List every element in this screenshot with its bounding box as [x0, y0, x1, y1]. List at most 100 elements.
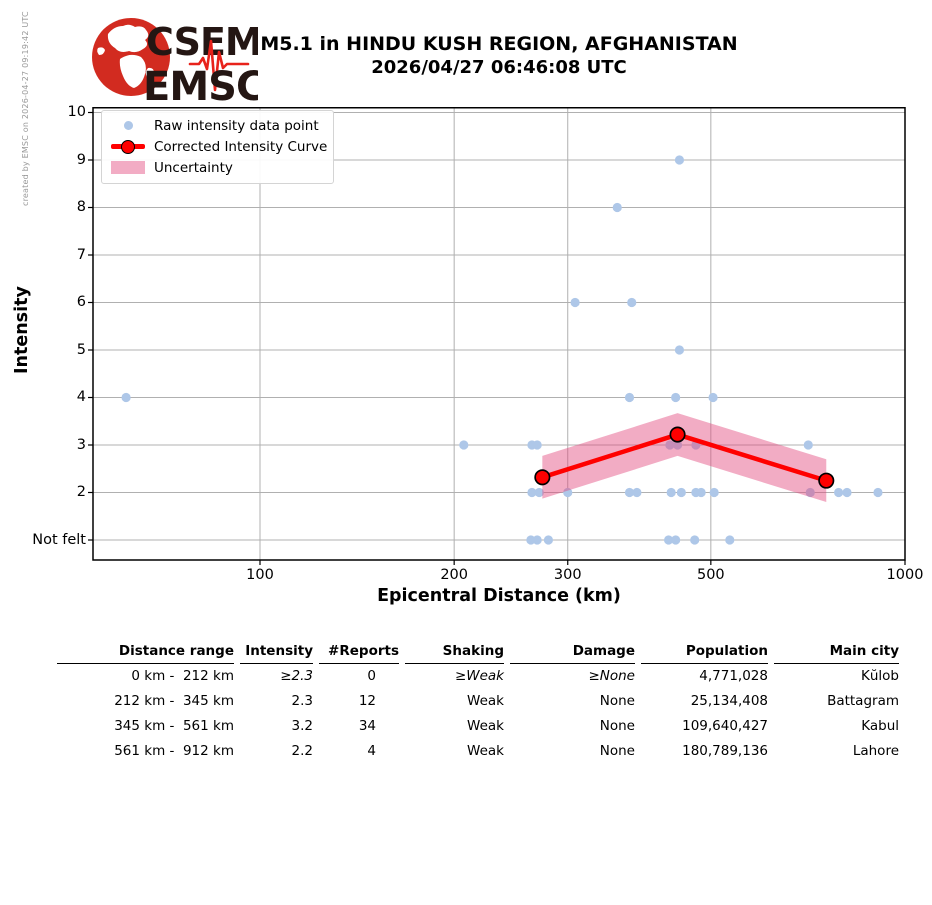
table-cell: 109,640,427: [641, 714, 768, 739]
legend-item-raw: Raw intensity data point: [102, 115, 333, 136]
corrected-curve-marker: [819, 473, 833, 487]
table-cell: ≥2.3: [240, 664, 313, 689]
table-cell: Lahore: [774, 739, 899, 764]
table-cell: 4: [319, 739, 399, 764]
raw-intensity-point: [725, 535, 734, 544]
raw-intensity-point: [697, 488, 706, 497]
table-cell: 12: [319, 689, 399, 714]
y-axis-label: Intensity: [12, 286, 32, 374]
table-cell: Kŭlob: [774, 664, 899, 689]
table-header-damage: Damage: [510, 640, 635, 664]
table-cell: 4,771,028: [641, 664, 768, 689]
raw-intensity-point: [677, 488, 686, 497]
page-title: M5.1 in HINDU KUSH REGION, AFGHANISTAN: [93, 33, 905, 56]
table-cell: ≥None: [510, 664, 635, 689]
x-tick-label: 500: [679, 567, 743, 583]
curve-icon: [102, 144, 154, 149]
table-cell: 0: [319, 664, 399, 689]
y-tick-label: 3: [0, 436, 86, 455]
table-cell: None: [510, 739, 635, 764]
table-cell: 345 km - 561 km: [57, 714, 234, 739]
y-tick-label: 9: [0, 151, 86, 170]
uncertainty-band-icon: [102, 161, 154, 174]
x-tick-label: 1000: [873, 567, 932, 583]
raw-intensity-point: [121, 393, 130, 402]
table-header-intensity: Intensity: [240, 640, 313, 664]
summary-table: Distance rangeIntensity#ReportsShakingDa…: [51, 640, 905, 764]
table-cell: 212 km - 345 km: [57, 689, 234, 714]
table-row: 345 km - 561 km3.234WeakNone109,640,427K…: [57, 714, 899, 739]
x-tick-label: 200: [422, 567, 486, 583]
y-tick-label: 4: [0, 388, 86, 407]
table-cell: Weak: [405, 689, 504, 714]
raw-intensity-point: [533, 440, 542, 449]
raw-intensity-point: [675, 155, 684, 164]
x-tick-label: 100: [228, 567, 292, 583]
raw-intensity-point: [632, 488, 641, 497]
raw-intensity-point: [804, 440, 813, 449]
summary-table-head: Distance rangeIntensity#ReportsShakingDa…: [57, 640, 899, 664]
legend-label-curve: Corrected Intensity Curve: [154, 139, 327, 155]
emsc-felt-report-page: { "meta": { "created_by": "created by EM…: [0, 0, 932, 905]
table-row: 561 km - 912 km2.24WeakNone180,789,136La…: [57, 739, 899, 764]
table-cell: None: [510, 714, 635, 739]
y-tick-label: 8: [0, 198, 86, 217]
raw-intensity-point: [710, 488, 719, 497]
table-cell: 34: [319, 714, 399, 739]
chart-legend: Raw intensity data point Corrected Inten…: [101, 110, 334, 184]
y-tick-label: 2: [0, 483, 86, 502]
legend-label-uncertainty: Uncertainty: [154, 160, 233, 176]
table-cell: None: [510, 689, 635, 714]
table-cell: 561 km - 912 km: [57, 739, 234, 764]
table-header-shaking: Shaking: [405, 640, 504, 664]
raw-intensity-point: [544, 535, 553, 544]
corrected-curve-marker: [670, 427, 684, 441]
corrected-curve-marker: [535, 470, 549, 484]
legend-label-raw: Raw intensity data point: [154, 118, 319, 134]
table-row: 0 km - 212 km≥2.30≥Weak≥None4,771,028Kŭl…: [57, 664, 899, 689]
table-cell: Weak: [405, 714, 504, 739]
table-header--reports: #Reports: [319, 640, 399, 664]
raw-point-icon: [102, 121, 154, 130]
table-cell: 25,134,408: [641, 689, 768, 714]
table-row: 212 km - 345 km2.312WeakNone25,134,408Ba…: [57, 689, 899, 714]
raw-intensity-point: [675, 345, 684, 354]
raw-intensity-point: [533, 535, 542, 544]
raw-intensity-point: [613, 203, 622, 212]
page-subtitle-datetime: 2026/04/27 06:46:08 UTC: [93, 56, 905, 79]
table-cell: 2.3: [240, 689, 313, 714]
table-cell: 3.2: [240, 714, 313, 739]
table-cell: Battagram: [774, 689, 899, 714]
raw-intensity-point: [625, 393, 634, 402]
raw-intensity-point: [627, 298, 636, 307]
raw-intensity-point: [667, 488, 676, 497]
legend-item-uncertainty: Uncertainty: [102, 157, 333, 178]
x-axis-label: Epicentral Distance (km): [93, 586, 905, 606]
table-header-main-city: Main city: [774, 640, 899, 664]
y-tick-label: Not felt: [0, 531, 86, 550]
raw-intensity-point: [842, 488, 851, 497]
raw-intensity-point: [834, 488, 843, 497]
raw-intensity-point: [690, 535, 699, 544]
x-tick-label: 300: [536, 567, 600, 583]
y-tick-label: 7: [0, 246, 86, 265]
legend-item-curve: Corrected Intensity Curve: [102, 136, 333, 157]
table-cell: 2.2: [240, 739, 313, 764]
raw-intensity-point: [571, 298, 580, 307]
raw-intensity-point: [671, 393, 680, 402]
table-cell: ≥Weak: [405, 664, 504, 689]
raw-intensity-point: [708, 393, 717, 402]
table-cell: Weak: [405, 739, 504, 764]
table-cell: 0 km - 212 km: [57, 664, 234, 689]
summary-table-body: 0 km - 212 km≥2.30≥Weak≥None4,771,028Kŭl…: [57, 664, 899, 764]
table-cell: Kabul: [774, 714, 899, 739]
y-tick-label: 10: [0, 103, 86, 122]
raw-intensity-point: [671, 535, 680, 544]
table-header-population: Population: [641, 640, 768, 664]
uncertainty-band: [542, 413, 826, 502]
title-block: M5.1 in HINDU KUSH REGION, AFGHANISTAN 2…: [93, 33, 905, 79]
raw-intensity-point: [459, 440, 468, 449]
table-header-distance-range: Distance range: [57, 640, 234, 664]
raw-intensity-point: [873, 488, 882, 497]
table-cell: 180,789,136: [641, 739, 768, 764]
